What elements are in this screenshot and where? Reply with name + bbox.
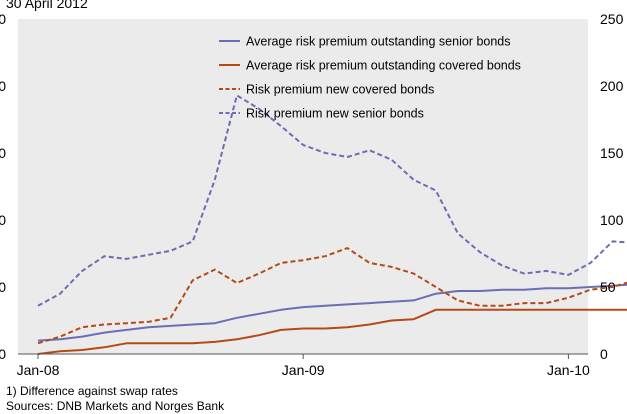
y-tick-label-right: 50 bbox=[600, 279, 616, 295]
x-tick-label: Jan-10 bbox=[547, 362, 590, 378]
x-tick-label: Jan-08 bbox=[17, 362, 60, 378]
legend: Average risk premium outstanding senior … bbox=[219, 35, 521, 121]
y-tick-label-right: 200 bbox=[600, 78, 624, 94]
y-tick-label-left: 100 bbox=[0, 212, 6, 228]
legend-label-3: Risk premium new covered bonds bbox=[246, 83, 434, 97]
chart-subtitle: 30 April 2012 bbox=[6, 0, 88, 11]
sources-note: Sources: DNB Markets and Norges Bank bbox=[6, 399, 225, 413]
y-tick-label-left: 50 bbox=[0, 279, 6, 295]
series-line-2 bbox=[37, 308, 627, 355]
y-tick-label-left: 150 bbox=[0, 145, 6, 161]
right-axis-ticks: 0 50 100 150 200 250 bbox=[600, 11, 624, 362]
series-line-3 bbox=[37, 247, 627, 345]
legend-label-1: Average risk premium outstanding senior … bbox=[246, 35, 511, 49]
series-line-1 bbox=[37, 283, 627, 342]
y-tick-label-right: 150 bbox=[600, 145, 624, 161]
x-tick-label: Jan-09 bbox=[282, 362, 325, 378]
series-layer bbox=[37, 94, 627, 355]
plot-background bbox=[18, 19, 588, 354]
y-tick-label-left: 0 bbox=[0, 346, 6, 362]
y-tick-label-left: 250 bbox=[0, 11, 6, 27]
y-tick-label-right: 0 bbox=[600, 346, 608, 362]
legend-label-2: Average risk premium outstanding covered… bbox=[246, 59, 521, 73]
left-axis-ticks: 0 50 100 150 200 250 bbox=[0, 11, 6, 362]
y-tick-label-right: 100 bbox=[600, 212, 624, 228]
legend-label-4: Risk premium new senior bonds bbox=[246, 107, 424, 121]
y-tick-label-right: 250 bbox=[600, 11, 624, 27]
y-tick-label-left: 200 bbox=[0, 78, 6, 94]
series-line-4 bbox=[37, 94, 627, 307]
footnote: 1) Difference against swap rates bbox=[6, 384, 178, 398]
